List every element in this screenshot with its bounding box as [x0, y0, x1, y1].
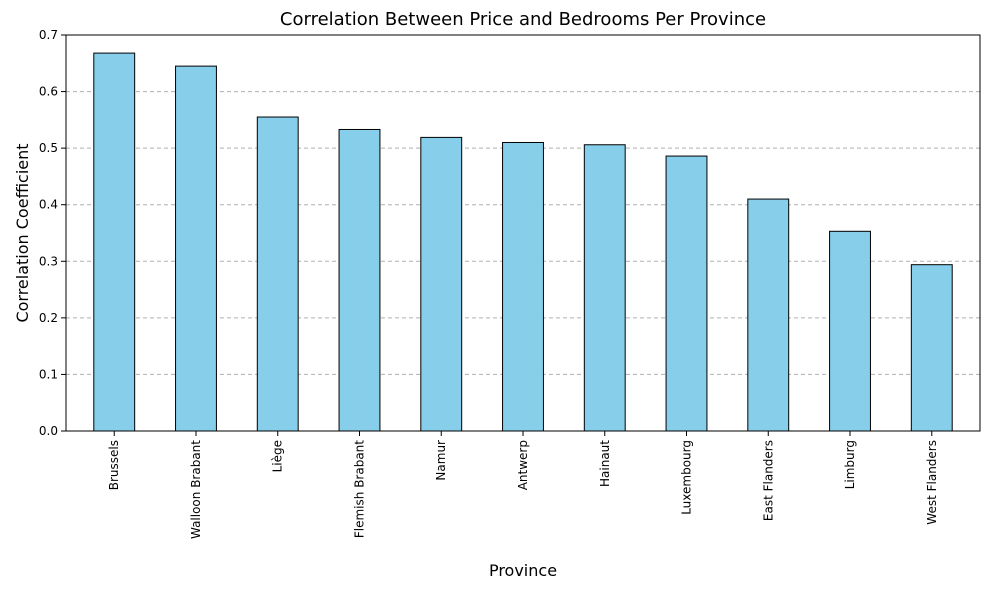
y-tick-label: 0.0 [39, 424, 58, 438]
bar-4 [420, 136, 463, 432]
y-tick-label: 0.1 [39, 367, 58, 381]
y-tick-label: 0.6 [39, 85, 58, 99]
x-tick-label: Liège [271, 440, 285, 472]
bar-10 [910, 264, 953, 432]
bar-0 [93, 52, 136, 432]
bar-5 [502, 141, 544, 432]
y-tick-label: 0.7 [39, 28, 58, 42]
x-tick-label: Namur [434, 440, 448, 481]
bar-7 [665, 155, 708, 432]
y-tick-label: 0.2 [39, 311, 58, 325]
x-tick-label: East Flanders [761, 440, 775, 521]
x-tick-label: Walloon Brabant [189, 440, 203, 539]
x-tick-label: Brussels [107, 440, 121, 490]
y-tick-label: 0.5 [39, 141, 58, 155]
x-axis-label: Province [489, 561, 557, 580]
y-tick-label: 0.4 [39, 198, 58, 212]
y-axis-ticks: 0.0 0.1 0.2 0.3 0.4 0.5 0.6 0.7 [39, 28, 66, 438]
x-tick-label: Limburg [843, 440, 857, 489]
y-axis-label: Correlation Coefficient [13, 143, 32, 322]
x-axis-ticks: Brussels Walloon Brabant Liège Flemish Brab… [107, 431, 939, 539]
bar-1 [175, 65, 217, 432]
chart-title: Correlation Between Price and Bedrooms P… [280, 9, 766, 30]
bars [93, 52, 953, 432]
bar-9 [829, 230, 871, 432]
bar-3 [338, 128, 381, 432]
y-tick-label: 0.3 [39, 254, 58, 268]
x-tick-label: Flemish Brabant [352, 440, 366, 538]
x-tick-label: West Flanders [925, 440, 939, 525]
bar-2 [256, 116, 299, 432]
x-tick-label: Hainaut [598, 440, 612, 487]
x-tick-label: Antwerp [516, 440, 530, 490]
x-tick-label: Luxembourg [680, 440, 694, 515]
bar-8 [747, 198, 790, 432]
bar-6 [583, 144, 626, 432]
